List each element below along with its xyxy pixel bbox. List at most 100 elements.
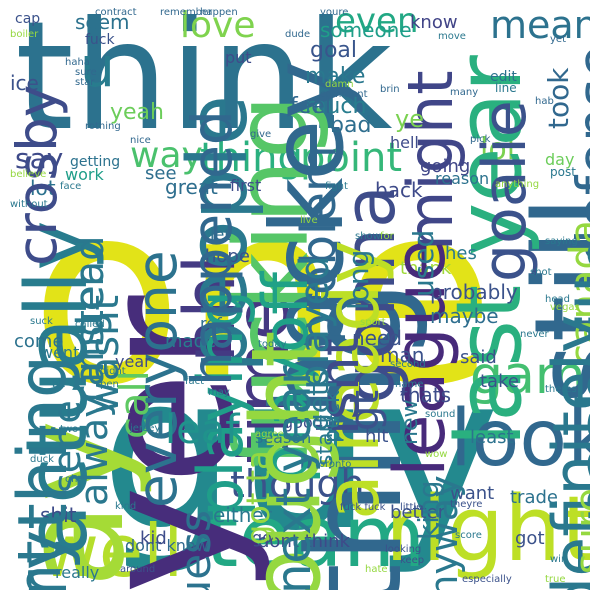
word-pen: pen <box>100 379 119 390</box>
word-saying: saying <box>545 236 578 247</box>
word-name: name <box>395 379 424 390</box>
word-especially: especially <box>462 574 512 585</box>
word-true: true <box>545 574 566 585</box>
word-move: move <box>438 31 466 42</box>
word-lol: lol <box>480 132 516 167</box>
word-fight: fight <box>325 181 348 192</box>
word-anything: anything <box>495 179 540 190</box>
word-great: great <box>165 175 218 199</box>
word-though: though <box>230 462 365 506</box>
word-lot: lot <box>30 176 56 200</box>
word-give: give <box>250 129 272 140</box>
word-yet: yet <box>550 34 566 45</box>
word-shot: shot <box>530 267 552 278</box>
word-hit: hit <box>365 426 389 447</box>
word-getting: getting <box>70 154 121 170</box>
word-post: post <box>550 165 576 179</box>
word-score: score <box>455 530 482 541</box>
word-star: star <box>75 77 95 88</box>
word-man: man <box>380 343 425 367</box>
word-ye: ye <box>395 105 424 133</box>
word-come: come <box>14 331 64 352</box>
word-two: two <box>60 424 79 435</box>
word-even: even <box>335 1 419 41</box>
word-said: said <box>460 347 497 368</box>
word-team: team <box>205 488 426 587</box>
word-thing: thing <box>200 135 303 181</box>
word-boiler: boiler <box>10 29 39 40</box>
word-fuck: fuck <box>85 32 115 48</box>
word-im-sure: im sure <box>567 487 590 590</box>
word-pick: pick <box>470 134 491 145</box>
word-u: u <box>80 35 115 99</box>
word-know: know <box>410 12 458 33</box>
word-work: work <box>65 165 104 184</box>
word-brin: brin <box>380 84 400 95</box>
word-long: long <box>342 249 375 310</box>
word-second: second <box>390 359 426 370</box>
word-back: back <box>375 178 423 202</box>
word-live: live <box>300 215 318 226</box>
word-edit: edit <box>490 69 517 85</box>
word-going: going <box>420 156 471 177</box>
word-much: much <box>305 94 367 119</box>
word-ref: ref <box>200 314 222 333</box>
word-mean: mean <box>490 3 590 47</box>
word-face: face <box>60 181 82 192</box>
word-leaf: leaf <box>165 407 240 453</box>
word-got-ta: got ta <box>239 450 277 545</box>
word-win: win <box>550 554 568 565</box>
word-called: called <box>75 319 105 330</box>
word-way: way <box>130 135 203 176</box>
word-day: day <box>545 150 575 169</box>
word-kind: kind <box>115 501 137 512</box>
word-bad: bad <box>330 113 372 138</box>
word-rothing: rothing <box>85 121 121 132</box>
word-goal: goal <box>310 38 358 63</box>
word-around: around <box>120 564 156 575</box>
word-theyre: theyre <box>450 499 483 510</box>
word-damn: damn <box>325 79 354 90</box>
word-didnt: didnt <box>100 366 126 377</box>
word-never: never <box>520 329 549 340</box>
word-really: really <box>55 563 100 582</box>
word-used: used <box>407 229 440 297</box>
word-want: want <box>450 483 495 504</box>
word-hes: hes <box>445 243 477 264</box>
word-sure: sure <box>75 67 97 78</box>
word-hate: hate <box>365 564 388 575</box>
word-thats: thats <box>400 383 452 407</box>
word-dude: dude <box>285 29 311 40</box>
word-ice: ice <box>10 71 39 95</box>
word-year: year <box>115 352 151 371</box>
word-nice: nice <box>130 135 151 146</box>
word-cap: cap <box>15 11 41 27</box>
word-contract: contract <box>95 7 137 18</box>
word-shit: shit <box>40 503 77 527</box>
word-well: well <box>40 509 184 590</box>
word-either: either <box>213 503 272 527</box>
word-someone: someone <box>320 18 412 42</box>
word-make: make <box>305 64 366 89</box>
word-look: look <box>450 394 590 484</box>
word-remember: remember <box>160 7 213 18</box>
word-sport: sport <box>360 317 386 328</box>
word-seem: seem <box>75 10 130 34</box>
word-hab: hab <box>535 96 554 107</box>
word-new: new <box>398 399 423 445</box>
word-go: go <box>252 528 272 547</box>
word-love: love <box>180 5 256 46</box>
word-dont-think: dont think <box>258 531 350 552</box>
word-yeah: yeah <box>110 100 164 125</box>
word-fact: fact <box>185 376 205 387</box>
word-head: head <box>545 294 570 305</box>
word-went: went <box>40 343 80 362</box>
word-everyone: everyone <box>125 250 189 508</box>
word-agree: agree <box>255 429 284 440</box>
word-suck: suck <box>30 316 53 327</box>
word-put: put <box>225 48 252 67</box>
word-season: season <box>255 428 312 447</box>
word-let: let <box>210 225 231 244</box>
word-keep: keep <box>400 555 425 566</box>
